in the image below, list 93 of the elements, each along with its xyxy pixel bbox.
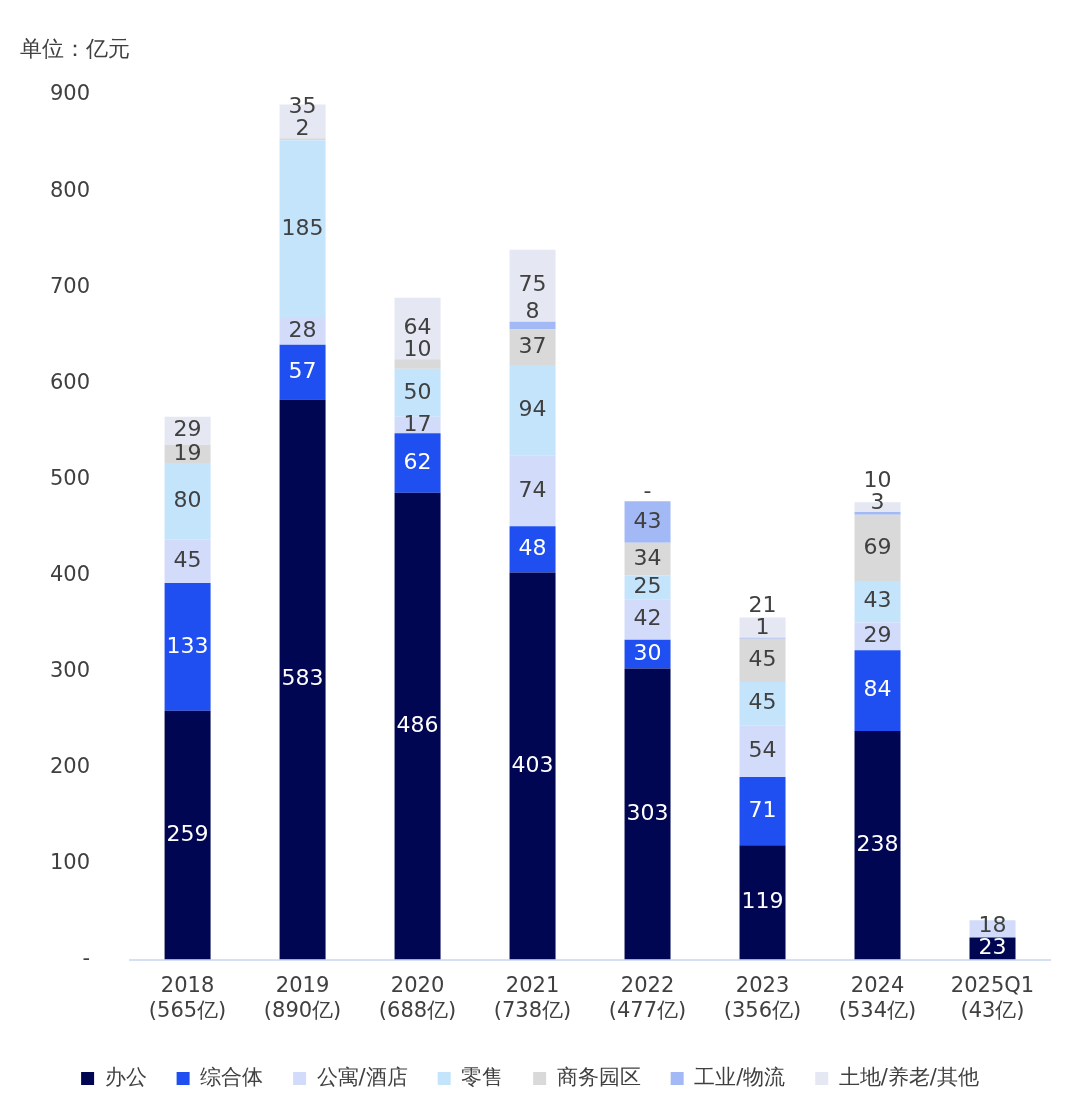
y-tick-label: 900 bbox=[49, 81, 91, 106]
data-label: 238 bbox=[856, 831, 899, 856]
y-tick-label: - bbox=[82, 946, 91, 971]
data-label: 133 bbox=[166, 632, 209, 658]
legend-label: 土地/养老/其他 bbox=[838, 1064, 979, 1089]
y-tick-label: 700 bbox=[49, 273, 91, 298]
data-label: 30 bbox=[633, 639, 662, 665]
data-label: 37 bbox=[518, 332, 547, 358]
x-tick-label: 2023 (356亿) bbox=[723, 972, 802, 1022]
data-label: 29 bbox=[173, 416, 202, 442]
bar bbox=[394, 433, 441, 493]
bar bbox=[509, 249, 556, 322]
legend-label: 办公 bbox=[104, 1064, 147, 1089]
x-tick-label: 2024 (534亿) bbox=[838, 972, 917, 1022]
x-tick-label: 2020 (688亿) bbox=[378, 972, 457, 1022]
legend-label: 零售 bbox=[461, 1064, 504, 1089]
y-tick-label: 100 bbox=[49, 849, 91, 874]
data-label: 94 bbox=[518, 395, 547, 421]
y-tick-label: 600 bbox=[49, 369, 91, 394]
bar bbox=[624, 668, 671, 960]
data-label: 28 bbox=[288, 317, 317, 343]
data-label: 50 bbox=[403, 378, 432, 404]
legend-label: 商务园区 bbox=[556, 1064, 641, 1089]
data-label: 34 bbox=[633, 544, 662, 570]
bar bbox=[279, 399, 326, 960]
data-label: 403 bbox=[511, 751, 554, 777]
data-label: 80 bbox=[173, 487, 202, 513]
data-label: 54 bbox=[748, 736, 777, 762]
data-label: 75 bbox=[518, 271, 547, 297]
x-tick-label: 2022 (477亿) bbox=[608, 972, 687, 1022]
data-label: 69 bbox=[863, 533, 892, 559]
data-label: 57 bbox=[288, 357, 317, 383]
data-label: 119 bbox=[741, 888, 784, 914]
bar bbox=[164, 462, 211, 540]
data-label: 185 bbox=[281, 214, 324, 240]
data-label: 71 bbox=[748, 796, 777, 822]
data-label: 48 bbox=[518, 535, 547, 561]
bar bbox=[164, 583, 211, 711]
data-label: - bbox=[643, 478, 652, 504]
legend-label: 工业/物流 bbox=[694, 1064, 786, 1089]
bar bbox=[509, 455, 556, 527]
data-label: 62 bbox=[403, 448, 432, 474]
bar bbox=[854, 514, 901, 582]
data-label: 8 bbox=[525, 298, 540, 324]
data-label: 74 bbox=[518, 476, 547, 502]
y-tick-label: 400 bbox=[49, 561, 91, 586]
bar bbox=[394, 492, 441, 960]
y-tick-label: 800 bbox=[49, 177, 91, 202]
data-label: 45 bbox=[173, 547, 202, 573]
y-tick-label: 500 bbox=[49, 465, 91, 490]
y-tick-label: 200 bbox=[49, 753, 91, 778]
bar bbox=[509, 364, 556, 456]
x-tick-label: 2018 (565亿) bbox=[148, 972, 227, 1022]
bar bbox=[624, 501, 671, 543]
data-label: 29 bbox=[863, 622, 892, 648]
data-label: 303 bbox=[626, 799, 669, 825]
bar bbox=[739, 845, 786, 960]
data-label: 19 bbox=[173, 439, 202, 465]
bar bbox=[739, 638, 786, 682]
data-label: 45 bbox=[748, 646, 777, 672]
y-axis-title: 单位：亿元 bbox=[20, 35, 130, 63]
data-label: 259 bbox=[166, 820, 209, 846]
data-label: 42 bbox=[633, 605, 662, 631]
bar bbox=[279, 344, 326, 400]
data-label: 25 bbox=[633, 573, 662, 599]
data-label: 43 bbox=[863, 587, 892, 613]
data-label: 583 bbox=[281, 665, 324, 691]
bar bbox=[509, 321, 556, 330]
bar bbox=[739, 681, 786, 726]
x-tick-label: 2019 (890亿) bbox=[263, 972, 342, 1022]
bar bbox=[624, 599, 671, 640]
data-label: 84 bbox=[863, 676, 892, 702]
bar bbox=[854, 730, 901, 960]
data-label: 486 bbox=[396, 711, 439, 737]
legend-label: 综合体 bbox=[200, 1064, 264, 1089]
bar bbox=[279, 140, 326, 318]
data-label: 45 bbox=[748, 689, 777, 715]
data-label: 17 bbox=[403, 410, 432, 436]
bar bbox=[164, 539, 211, 584]
bar bbox=[509, 572, 556, 960]
legend-label: 公寓/酒店 bbox=[316, 1064, 408, 1089]
bar bbox=[739, 777, 786, 846]
x-tick-label: 2025Q1 (43亿) bbox=[950, 972, 1035, 1022]
y-tick-label: 300 bbox=[49, 657, 91, 682]
bar bbox=[394, 359, 441, 369]
bar bbox=[739, 725, 786, 778]
bar bbox=[854, 650, 901, 731]
bar bbox=[854, 511, 901, 515]
x-tick-label: 2021 (738亿) bbox=[493, 972, 572, 1022]
bar bbox=[509, 329, 556, 365]
data-label: 43 bbox=[633, 507, 662, 533]
bar bbox=[164, 710, 211, 960]
bar bbox=[739, 617, 786, 638]
